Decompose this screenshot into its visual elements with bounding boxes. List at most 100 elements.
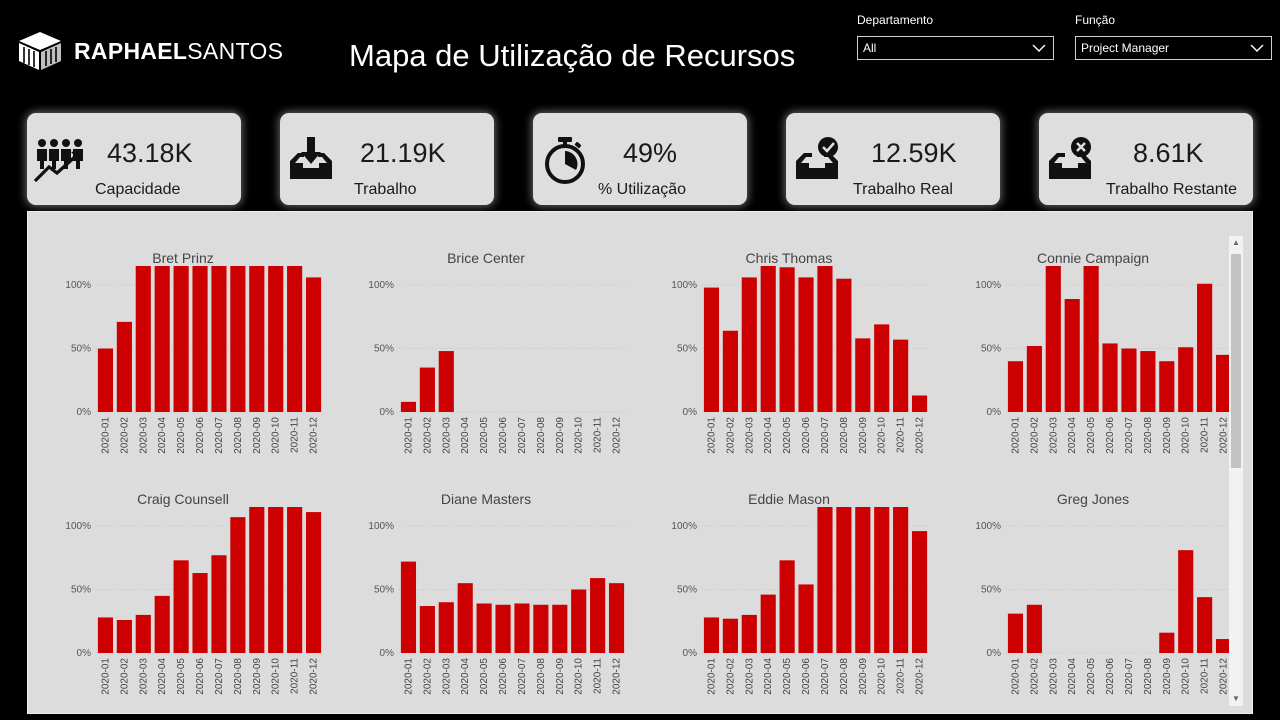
kpi-utilizacao-card: 49% % Utilização — [533, 113, 747, 205]
bar[interactable] — [1159, 632, 1175, 653]
bar[interactable] — [1140, 351, 1156, 412]
bar[interactable] — [173, 560, 189, 653]
bar[interactable] — [911, 531, 928, 653]
bar[interactable] — [230, 517, 246, 653]
bar[interactable] — [874, 507, 890, 653]
bar[interactable] — [476, 603, 492, 653]
bar[interactable] — [305, 277, 322, 412]
funcao-dropdown[interactable]: Project Manager — [1075, 36, 1272, 60]
bar[interactable] — [798, 277, 814, 412]
bar[interactable] — [419, 367, 435, 412]
departamento-dropdown[interactable]: All — [857, 36, 1054, 60]
bar[interactable] — [400, 401, 417, 412]
bar[interactable] — [552, 604, 568, 653]
bar[interactable] — [1215, 354, 1232, 412]
bar[interactable] — [571, 589, 587, 653]
bar[interactable] — [703, 617, 720, 653]
x-tick-label: 2020-02 — [422, 417, 433, 454]
x-tick-label: 2020-02 — [119, 658, 130, 695]
x-tick-label: 2020-07 — [820, 417, 831, 454]
bar[interactable] — [438, 602, 454, 653]
bar[interactable] — [135, 614, 151, 653]
bar[interactable] — [230, 266, 246, 412]
bar[interactable] — [741, 277, 757, 412]
bar[interactable] — [1159, 361, 1175, 412]
bar[interactable] — [798, 584, 814, 653]
bar[interactable] — [893, 339, 909, 412]
chart-bret-prinz: Bret Prinz 0% 50% 100% 2020-01 2020-02 2020-0… — [33, 234, 333, 469]
bar[interactable] — [211, 555, 227, 653]
bar[interactable] — [97, 617, 114, 653]
bar[interactable] — [893, 507, 909, 653]
x-tick-label: 2020-02 — [1029, 417, 1040, 454]
x-tick-label: 2020-02 — [422, 658, 433, 695]
bar[interactable] — [116, 619, 132, 653]
bar[interactable] — [1026, 345, 1042, 412]
bar[interactable] — [135, 266, 151, 412]
bar[interactable] — [874, 324, 890, 412]
bar[interactable] — [192, 266, 208, 412]
bar[interactable] — [495, 604, 511, 653]
bar[interactable] — [1102, 343, 1118, 412]
x-tick-label: 2020-10 — [1181, 417, 1192, 454]
bar[interactable] — [400, 561, 417, 653]
bar[interactable] — [855, 338, 871, 412]
x-tick-label: 2020-06 — [195, 417, 206, 454]
vertical-scrollbar[interactable]: ▲ ▼ — [1229, 236, 1243, 706]
bar[interactable] — [249, 507, 265, 653]
bar[interactable] — [836, 278, 852, 412]
bar[interactable] — [438, 351, 454, 412]
bar-chart: 0% 50% 100% 2020-01 2020-02 2020-03 2020-04 202… — [65, 507, 323, 695]
brand-logo: RAPHAELSANTOS — [16, 30, 283, 72]
bar[interactable] — [192, 573, 208, 653]
bar[interactable] — [154, 595, 170, 653]
bar[interactable] — [1197, 283, 1213, 412]
bar[interactable] — [97, 348, 114, 412]
bar[interactable] — [722, 330, 738, 412]
bar[interactable] — [760, 594, 776, 653]
bar[interactable] — [173, 266, 189, 412]
bar[interactable] — [836, 507, 852, 653]
bar[interactable] — [779, 560, 795, 653]
bar[interactable] — [305, 512, 322, 653]
bar[interactable] — [1178, 347, 1194, 412]
scroll-down-arrow-icon[interactable]: ▼ — [1232, 694, 1240, 703]
bar[interactable] — [911, 395, 928, 412]
bar[interactable] — [1178, 550, 1194, 653]
bar[interactable] — [268, 507, 284, 653]
bar[interactable] — [608, 583, 625, 653]
bar[interactable] — [741, 614, 757, 653]
bar[interactable] — [1083, 266, 1099, 412]
bar[interactable] — [1007, 613, 1024, 653]
bar[interactable] — [817, 507, 833, 653]
bar[interactable] — [1197, 597, 1213, 653]
scroll-up-arrow-icon[interactable]: ▲ — [1232, 238, 1240, 247]
bar[interactable] — [154, 266, 170, 412]
bar[interactable] — [533, 604, 549, 653]
bar[interactable] — [1121, 348, 1137, 412]
bar[interactable] — [287, 266, 303, 412]
bar[interactable] — [779, 267, 795, 412]
bar[interactable] — [855, 507, 871, 653]
x-tick-label: 2020-03 — [441, 658, 452, 695]
bar[interactable] — [703, 287, 720, 412]
kpi-value: 8.61K — [1133, 138, 1204, 168]
bar[interactable] — [116, 321, 132, 412]
bar[interactable] — [722, 618, 738, 653]
bar[interactable] — [1026, 604, 1042, 653]
bar[interactable] — [1064, 299, 1080, 412]
bar[interactable] — [590, 578, 606, 653]
scrollbar-thumb[interactable] — [1231, 254, 1241, 468]
bar[interactable] — [287, 507, 303, 653]
bar[interactable] — [1215, 639, 1232, 653]
bar[interactable] — [1045, 266, 1061, 412]
bar[interactable] — [419, 606, 435, 653]
bar[interactable] — [268, 266, 284, 412]
bar[interactable] — [817, 266, 833, 412]
bar[interactable] — [760, 266, 776, 412]
bar[interactable] — [457, 583, 473, 653]
bar[interactable] — [514, 603, 530, 653]
bar[interactable] — [249, 266, 265, 412]
bar[interactable] — [1007, 361, 1024, 412]
bar[interactable] — [211, 266, 227, 412]
